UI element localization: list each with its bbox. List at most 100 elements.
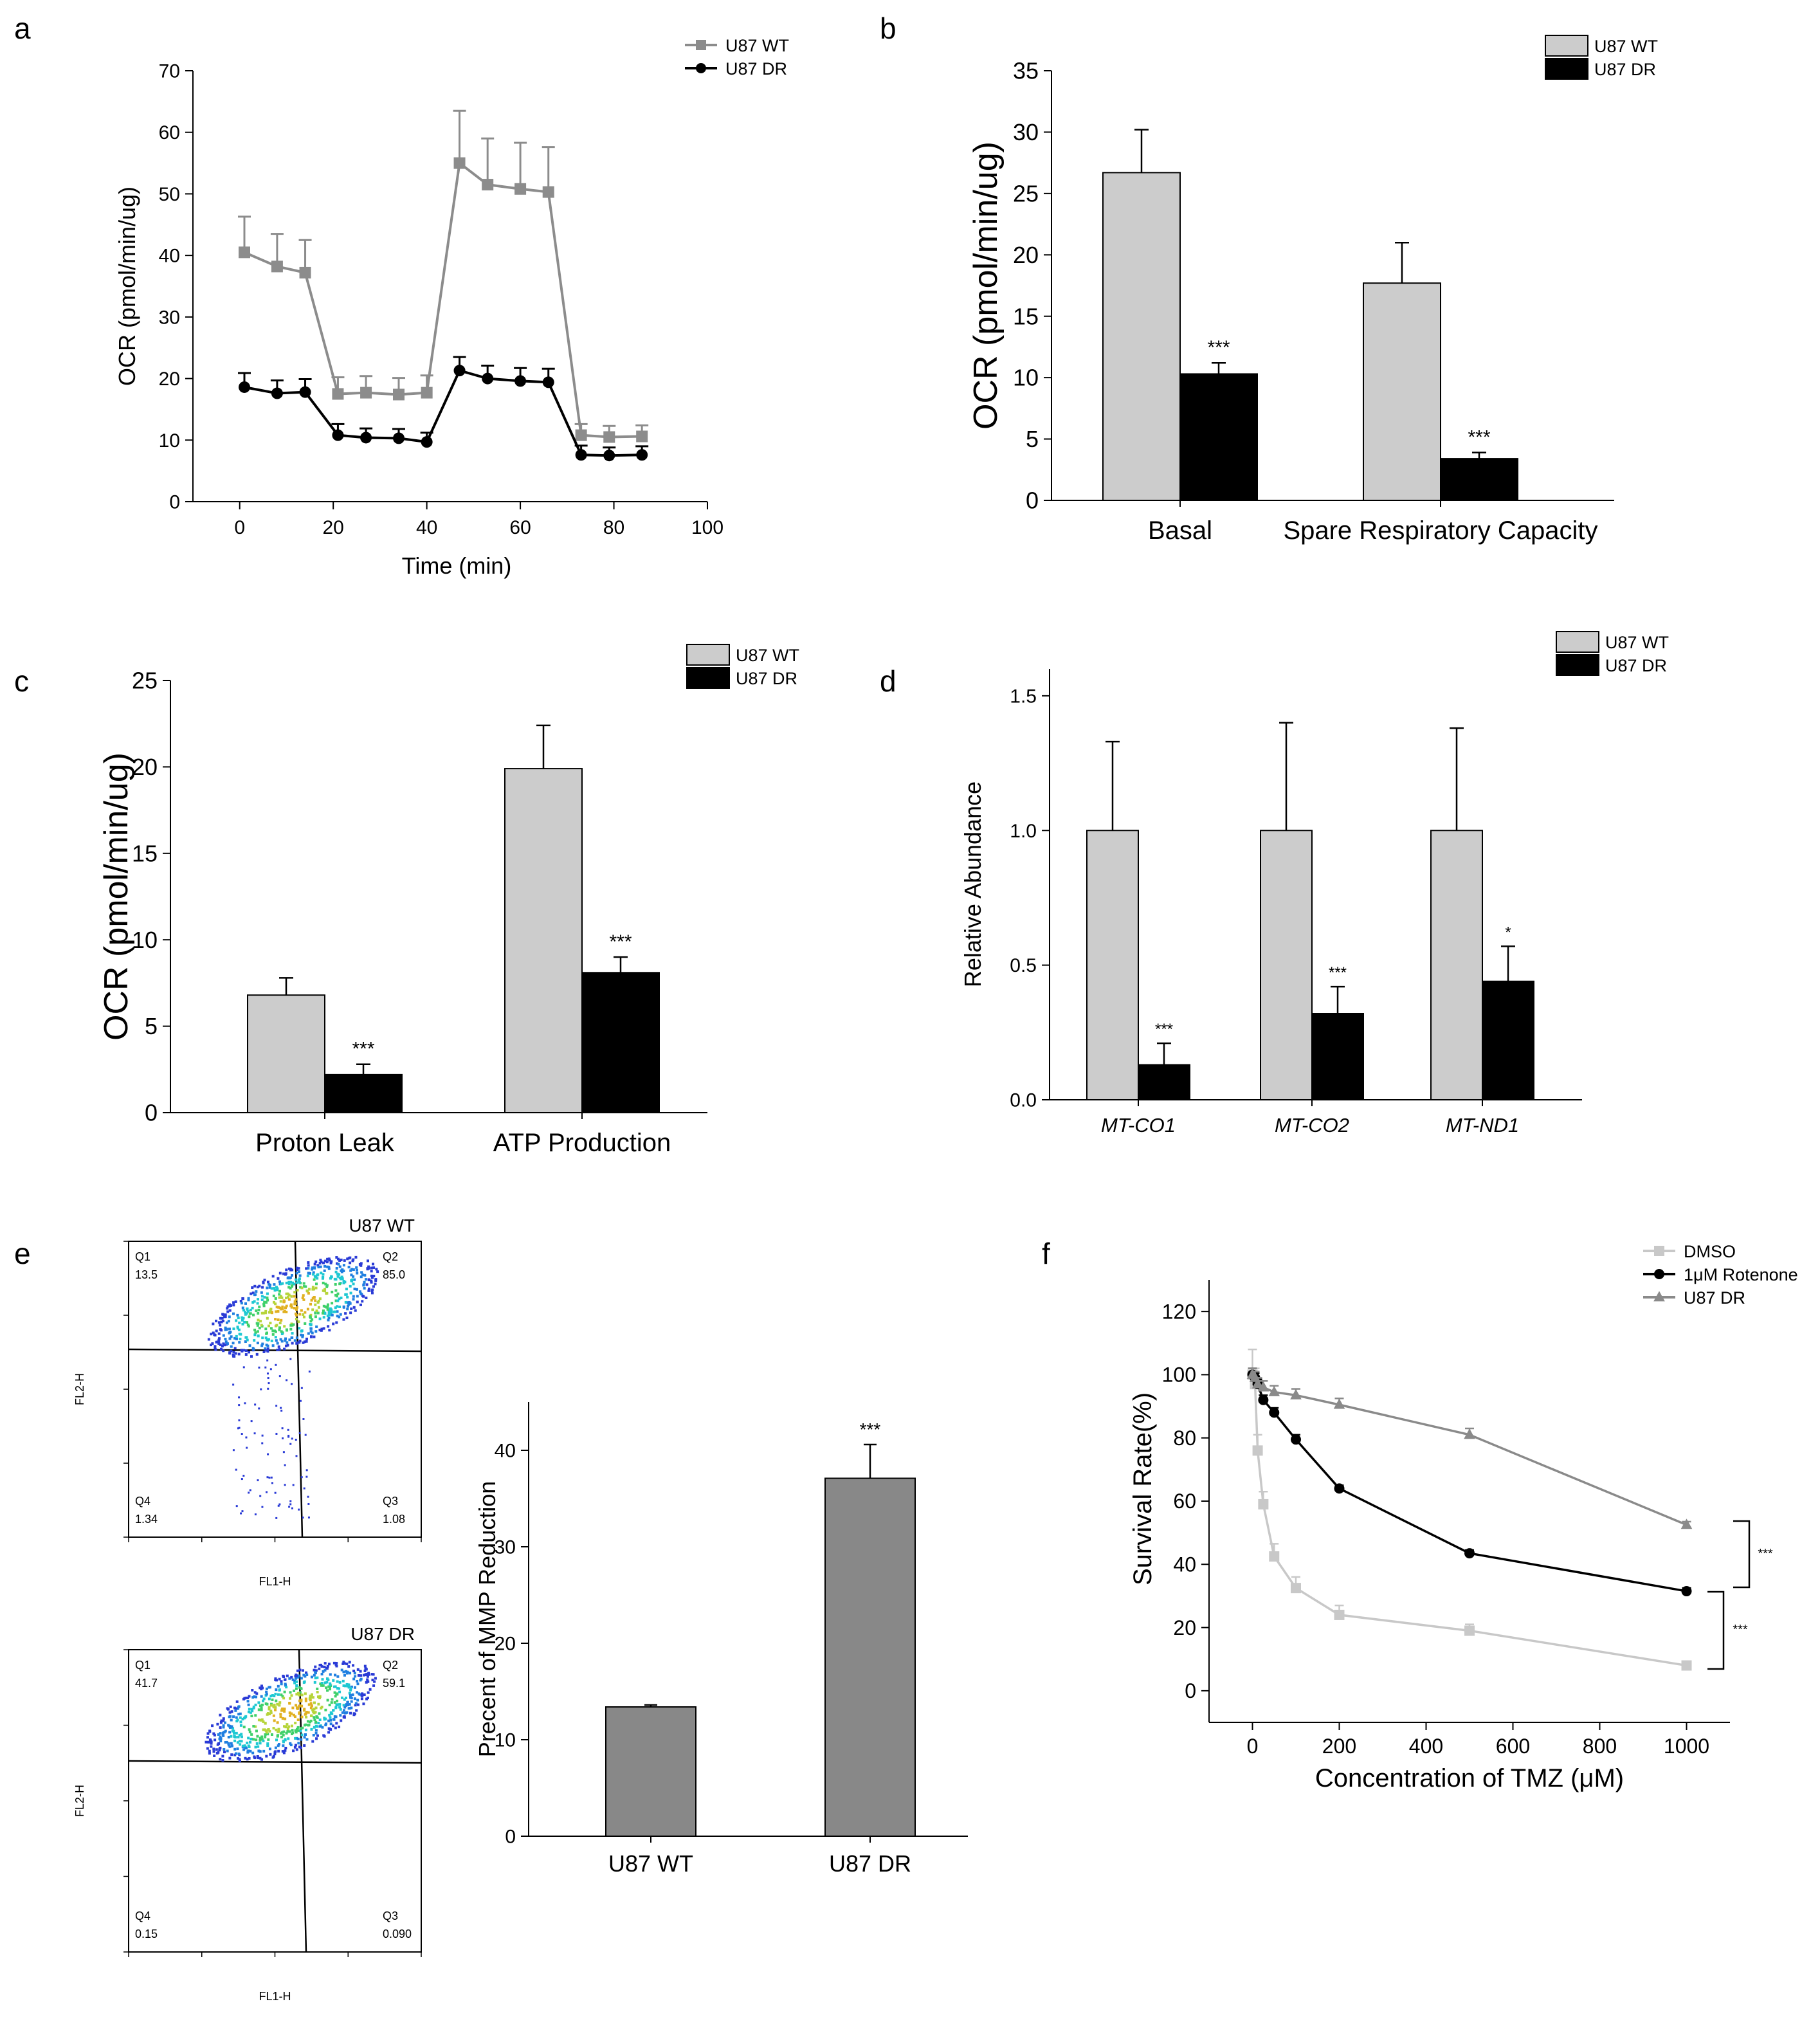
e-flow-dot <box>296 1718 300 1721</box>
e-flow-dot <box>359 1275 363 1279</box>
e-flow-dot <box>287 1725 291 1728</box>
e-flow-dot <box>318 1317 322 1320</box>
e-flow-dot <box>338 1265 341 1268</box>
e-flow-dot <box>215 1748 218 1751</box>
e-flow-dot <box>362 1702 365 1706</box>
e-flow-dot <box>242 1309 245 1312</box>
e-flow-dot <box>356 1300 359 1304</box>
e-flow-dot <box>295 1680 298 1683</box>
e-flow-dot <box>277 1749 280 1753</box>
e-flow-dot <box>328 1259 331 1262</box>
e-flow-dot <box>340 1269 343 1272</box>
e-flow-dot <box>293 1302 296 1306</box>
e-flow-dot <box>266 1744 269 1747</box>
e-flow-dot <box>282 1300 286 1304</box>
e-flow-dot <box>321 1277 324 1280</box>
e-flow-dot <box>270 1476 273 1479</box>
e-flow-dot <box>269 1368 272 1371</box>
e-flow-dot <box>237 1328 241 1331</box>
d-y-tick-label: 1.0 <box>1010 821 1037 842</box>
e-flow-dot <box>356 1682 359 1686</box>
e-flow-dot <box>320 1684 323 1687</box>
e-flow-dot <box>346 1308 349 1311</box>
a-point <box>514 375 527 387</box>
e-flow-dot <box>315 1737 318 1740</box>
e-flow-dot <box>269 1695 273 1698</box>
e-flow-dot <box>246 1758 249 1761</box>
e-flow-dot <box>238 1341 241 1344</box>
e-flow-dot <box>282 1751 286 1755</box>
e-flow-dot <box>322 1273 325 1276</box>
e-flow-dot <box>273 1289 277 1292</box>
e-flow-dot <box>300 1704 304 1708</box>
b-y-tick-label: 25 <box>1013 180 1039 206</box>
e-flow-dot <box>342 1305 345 1308</box>
e-flow-dot <box>325 1306 328 1309</box>
e-flow-dot <box>296 1726 300 1729</box>
a-point <box>271 387 283 399</box>
e-flow-dot <box>311 1331 314 1335</box>
e-flow-dot <box>292 1713 295 1717</box>
e-flow-dot <box>290 1336 293 1339</box>
e-flow-dot <box>227 1736 230 1739</box>
e-flow-dot <box>248 1728 251 1731</box>
e-flow-dot <box>304 1697 307 1700</box>
e-flow-dot <box>266 1733 269 1736</box>
e-flow-dot <box>344 1704 347 1707</box>
e-flow-dot <box>305 1715 308 1718</box>
e-flow-dot <box>246 1741 249 1744</box>
e-flow-dot <box>293 1300 296 1303</box>
e-flow-dot <box>275 1738 278 1742</box>
e-flow-dot <box>277 1744 280 1747</box>
e-flow-dot <box>349 1672 352 1675</box>
e-flow-dot <box>285 1297 288 1300</box>
e-flow-dot <box>221 1759 224 1762</box>
e-flow-dot <box>261 1342 264 1345</box>
e-flow-dot <box>366 1678 369 1681</box>
e-flow-dot <box>361 1273 364 1277</box>
e-category-label: U87 WT <box>608 1850 693 1877</box>
e-flow-dot <box>320 1327 323 1331</box>
a-legend-marker <box>696 63 706 73</box>
e-flow-dot <box>309 1302 312 1306</box>
e-flow-dot <box>267 1338 270 1341</box>
e-flow-dot <box>300 1387 303 1389</box>
e-flow-dot <box>319 1259 322 1262</box>
e-flow-dot <box>347 1683 350 1686</box>
b-y-tick-label: 30 <box>1013 119 1039 145</box>
e-flow-dot <box>267 1728 270 1731</box>
b-bar-wt <box>1363 282 1441 501</box>
e-flow-dot <box>334 1726 337 1729</box>
f-y-label: Survival Rate(%) <box>1129 1392 1157 1585</box>
e-flow-dot <box>342 1264 345 1267</box>
a-point <box>299 266 311 278</box>
e-flow-dot <box>282 1272 285 1275</box>
e-flow-dot <box>280 1680 283 1683</box>
e-flow-dot <box>276 1342 279 1345</box>
e-flow-dot <box>317 1702 320 1706</box>
e-flow-dot <box>259 1495 262 1497</box>
e-flow-dot <box>232 1351 235 1354</box>
e-flow-dot <box>274 1692 277 1695</box>
e-flow-dot <box>359 1670 362 1673</box>
f-point <box>1269 1551 1280 1562</box>
e-flow-dot <box>279 1713 282 1716</box>
e-flow-dot <box>253 1284 257 1288</box>
e-flow-dot <box>309 1694 312 1697</box>
b-y-label: OCR (pmol/min/ug) <box>967 141 1005 430</box>
e-flow-dot <box>235 1505 238 1508</box>
e-flow-dot <box>206 1740 210 1744</box>
e-flow-dot <box>305 1340 308 1343</box>
e-flow-dot <box>336 1675 340 1678</box>
e-flow-dot <box>275 1728 278 1731</box>
e-flow-dot <box>284 1684 287 1687</box>
f-legend-label: 1μM Rotenone <box>1684 1265 1798 1284</box>
e-flow-dot <box>293 1679 296 1682</box>
e-flow-dot <box>234 1709 237 1712</box>
e-flow-dot <box>307 1266 310 1270</box>
e-flow-dot <box>322 1327 325 1330</box>
e-flow-dot <box>274 1677 277 1681</box>
e-flow-dot <box>288 1677 291 1680</box>
e-flow-dot <box>374 1278 378 1281</box>
e-flow-dot <box>256 1755 259 1758</box>
